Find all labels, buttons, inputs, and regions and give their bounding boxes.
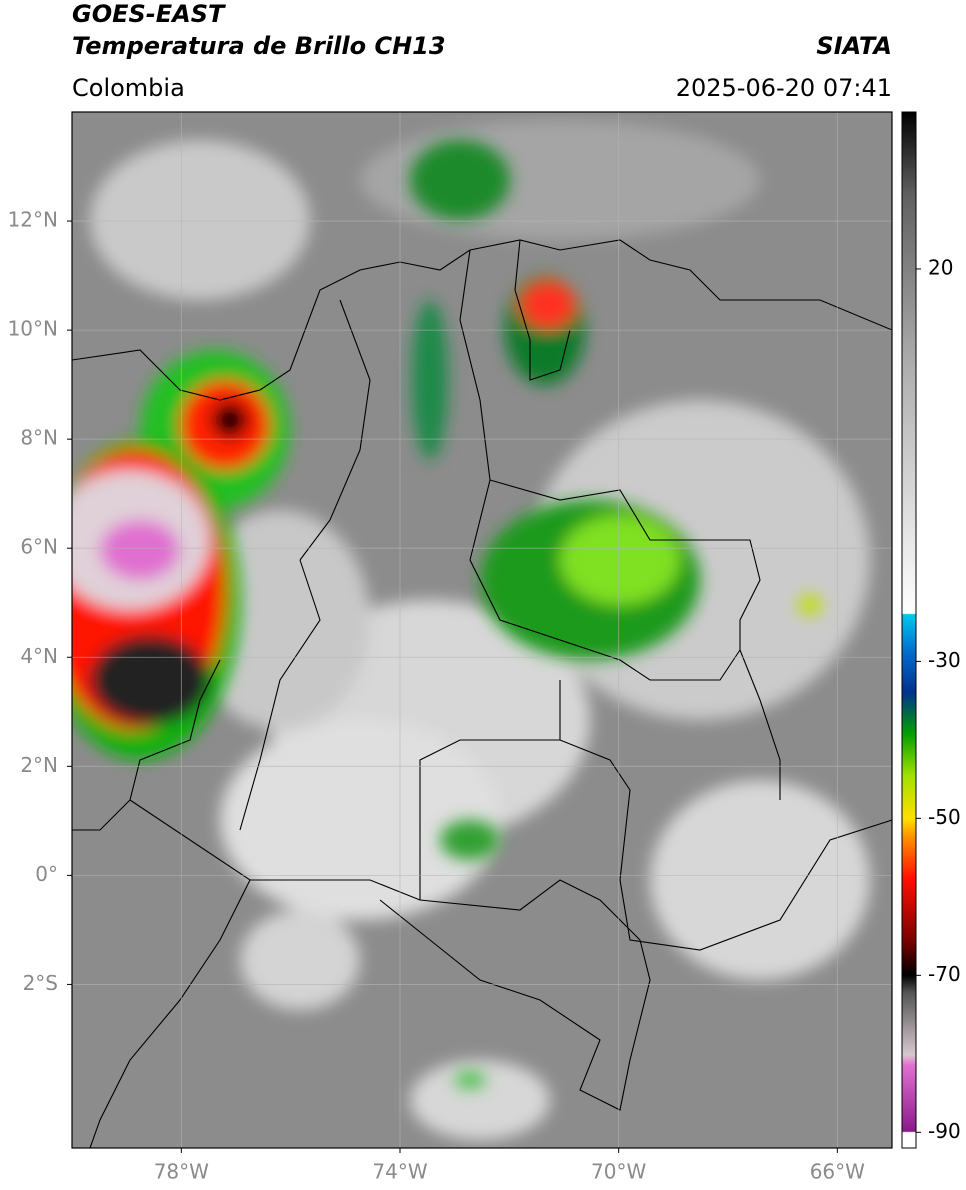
lat-tick-label: 2°N: [20, 753, 58, 777]
colorbar-tick-label: -30: [928, 648, 961, 672]
lon-tick-label: 66°W: [810, 1160, 865, 1184]
lat-tick-label: 12°N: [8, 208, 58, 232]
colorbar: [901, 111, 917, 1149]
product: Temperatura de Brillo CH13: [72, 32, 446, 60]
satellite: GOES-EAST: [72, 0, 226, 28]
lat-tick-label: 10°N: [8, 317, 58, 341]
satellite-image: [72, 112, 892, 1148]
lat-tick-label: 4°N: [20, 644, 58, 668]
lon-tick-label: 74°W: [372, 1160, 427, 1184]
lat-tick-label: 0°: [35, 862, 58, 886]
map-frame: [71, 111, 893, 1149]
lat-tick-label: 6°N: [20, 535, 58, 559]
lon-tick-label: 70°W: [591, 1160, 646, 1184]
lat-tick-label: 2°S: [23, 971, 58, 995]
datetime: 2025-06-20 07:41: [676, 74, 892, 102]
colorbar-tick-label: -70: [928, 962, 961, 986]
colorbar-tick-label: -50: [928, 805, 961, 829]
colorbar-tick-label: 20: [928, 255, 953, 279]
source: SIATA: [816, 32, 892, 60]
lat-tick-label: 8°N: [20, 426, 58, 450]
region: Colombia: [72, 74, 185, 102]
lon-tick-label: 78°W: [154, 1160, 209, 1184]
colorbar-tick-label: -90: [928, 1119, 961, 1143]
